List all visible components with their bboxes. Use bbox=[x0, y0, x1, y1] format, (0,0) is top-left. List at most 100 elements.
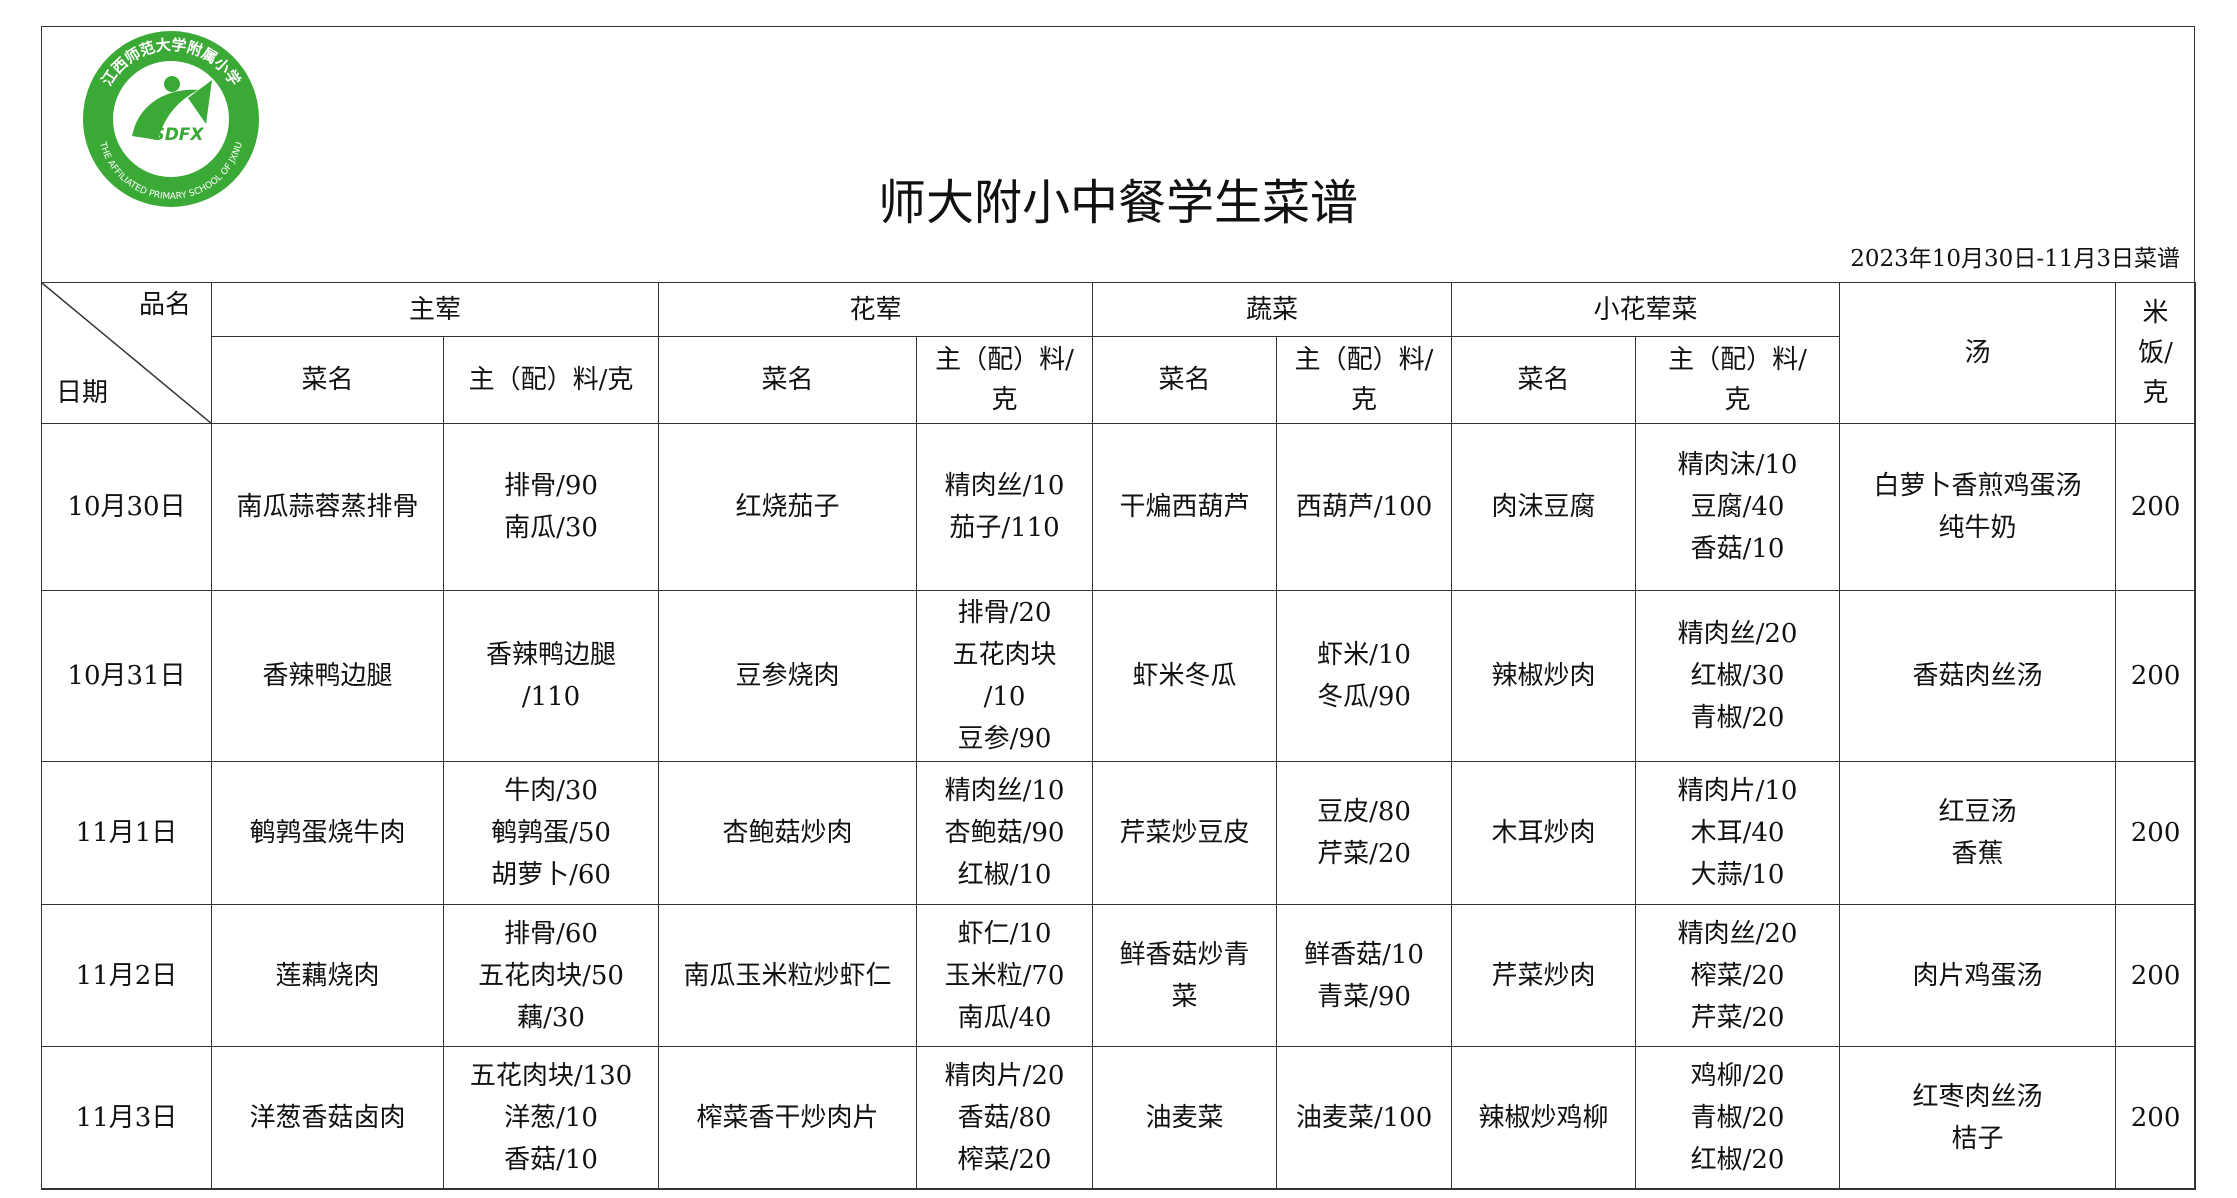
date-cell: 11月1日 bbox=[41, 761, 212, 905]
date-note: 2023年10月30日-11月3日菜谱 bbox=[1850, 246, 2180, 272]
cell-line: 香菇/10 bbox=[504, 1145, 598, 1175]
menu-table: 品名 日期 主荤 花荤 蔬菜 小花荤菜汤米饭/克菜名 主（配）料/克 菜名 主（配）料/克菜名主… bbox=[41, 282, 2197, 1190]
cell-line: 牛肉/30 bbox=[504, 776, 598, 806]
logo-head bbox=[164, 76, 180, 92]
ingredient-cell: 肉片鸡蛋汤 bbox=[1839, 904, 2117, 1047]
cell-line: 洋葱/10 bbox=[504, 1103, 598, 1133]
subheader: 主（配）料/克 bbox=[1635, 336, 1841, 424]
cell-line: 香菇肉丝汤 bbox=[1912, 661, 2043, 691]
rice-cell: 200 bbox=[2115, 1046, 2197, 1190]
cell-line: 辣椒炒肉 bbox=[1491, 661, 1596, 691]
cell-line: 红烧茄子 bbox=[735, 492, 840, 522]
cell-line: 杏鲍菇炒肉 bbox=[722, 818, 853, 848]
cell-line: 虾仁/10 bbox=[957, 918, 1052, 949]
cell-line: 木耳炒肉 bbox=[1491, 818, 1596, 848]
ingredient-cell: 白萝卜香煎鸡蛋汤 纯牛奶 bbox=[1839, 423, 2117, 591]
cell-line: 精肉沫/10 bbox=[1677, 450, 1798, 480]
cell-line: 青椒/20 bbox=[1690, 703, 1785, 733]
dish-cell: 榨菜香干炒肉片 bbox=[658, 1046, 918, 1190]
cell-line: 胡萝卜/60 bbox=[491, 860, 611, 890]
ingredient-cell: 五花肉块/130 洋葱/10 香菇/10 bbox=[442, 1046, 660, 1190]
cell-line: 红椒/10 bbox=[957, 860, 1052, 890]
dish-cell: 芹菜炒肉 bbox=[1451, 904, 1637, 1047]
cell-line: 豆参烧肉 bbox=[735, 661, 840, 691]
cell-line: 肉片鸡蛋汤 bbox=[1912, 960, 2043, 991]
cell-line: 油麦菜 bbox=[1145, 1103, 1224, 1133]
dish-cell: 油麦菜 bbox=[1092, 1046, 1278, 1190]
cell-line: 克 bbox=[1351, 385, 1378, 415]
cell-line: 芹菜炒豆皮 bbox=[1119, 818, 1250, 848]
ingredient-cell: 排骨/60 五花肉块/50 藕/30 bbox=[442, 904, 660, 1047]
dish-cell: 肉沫豆腐 bbox=[1451, 423, 1637, 591]
cell-line: 杏鲍菇/90 bbox=[944, 818, 1065, 848]
ingredient-cell: 精肉片/10 木耳/40 大蒜/10 bbox=[1635, 761, 1841, 905]
cell-line: 排骨/90 bbox=[504, 471, 598, 501]
cell-line: 五花肉块 bbox=[952, 640, 1057, 670]
header-row: 品名 日期 主荤 花荤 蔬菜 小花荤菜汤米饭/克 bbox=[41, 282, 2197, 424]
cell-line: 大蒜/10 bbox=[1690, 860, 1785, 890]
ingredient-cell: 虾仁/10 玉米粒/70 南瓜/40 bbox=[916, 904, 1094, 1047]
subheader: 主（配）料/克 bbox=[916, 336, 1094, 424]
cell-line: 主（配）料/克 bbox=[468, 365, 634, 395]
dish-cell: 芹菜炒豆皮 bbox=[1092, 761, 1278, 905]
cell-line: /10 bbox=[983, 682, 1026, 712]
cell-line: 芹菜炒肉 bbox=[1491, 960, 1596, 991]
cell-line: 五花肉块/130 bbox=[469, 1061, 633, 1091]
rice-cell: 200 bbox=[2115, 904, 2197, 1047]
menu-frame: 江西师范大学附属小学 THE AFFILIATED PRIMARY SCHOOL… bbox=[41, 26, 2197, 1190]
ingredient-cell: 西葫芦/100 bbox=[1276, 423, 1453, 591]
dish-cell: 木耳炒肉 bbox=[1451, 761, 1637, 905]
cell-line: 玉米粒/70 bbox=[944, 960, 1065, 991]
cell-line: 香菇/80 bbox=[957, 1103, 1052, 1133]
cell-line: 南瓜/40 bbox=[957, 1002, 1052, 1033]
cell-line: 红枣肉丝汤 bbox=[1912, 1082, 2043, 1112]
cell-line: 油麦菜/100 bbox=[1295, 1103, 1433, 1133]
cell-line: 香辣鸭边腿 bbox=[262, 661, 393, 691]
date-cell: 11月2日 bbox=[41, 904, 212, 1047]
ingredient-cell: 香菇肉丝汤 bbox=[1839, 590, 2117, 762]
cell-line: 精肉丝/10 bbox=[944, 776, 1065, 806]
dish-cell: 莲藕烧肉 bbox=[211, 904, 444, 1047]
ingredient-cell: 排骨/90 南瓜/30 bbox=[442, 423, 660, 591]
cell-line: 精肉片/20 bbox=[944, 1061, 1065, 1091]
cell-line: 桔子 bbox=[1951, 1124, 2004, 1154]
cell-line: 辣椒炒鸡柳 bbox=[1478, 1103, 1609, 1133]
cell-line: 鹌鹑蛋烧牛肉 bbox=[249, 818, 406, 848]
dish-cell: 鹌鹑蛋烧牛肉 bbox=[211, 761, 444, 905]
group-header: 主荤 bbox=[210, 282, 660, 337]
ingredient-cell: 红豆汤 香蕉 bbox=[1839, 761, 2117, 905]
cell-line: 南瓜蒜蓉蒸排骨 bbox=[236, 492, 419, 522]
menu-row: 10月30日 南瓜蒜蓉蒸排骨 排骨/90 南瓜/30 红烧茄子 精肉丝/10 茄子/110 干… bbox=[41, 423, 2197, 591]
cell-line: 虾米冬瓜 bbox=[1132, 661, 1237, 691]
title: 师大附小中餐学生菜谱 bbox=[877, 175, 1358, 231]
rice-cell: 200 bbox=[2115, 590, 2197, 762]
cell-line: 豆腐/40 bbox=[1690, 492, 1785, 522]
cell-line: 精肉丝/20 bbox=[1677, 619, 1798, 649]
subheader: 菜名 bbox=[211, 336, 444, 424]
dish-cell: 辣椒炒肉 bbox=[1451, 590, 1637, 762]
cell-line: 榨菜/20 bbox=[1690, 960, 1785, 991]
dish-cell: 南瓜玉米粒炒虾仁 bbox=[658, 904, 918, 1047]
rice-cell: 200 bbox=[2115, 761, 2197, 905]
cell-line: 冬瓜/90 bbox=[1317, 682, 1411, 712]
cell-line: 青菜/90 bbox=[1317, 981, 1411, 1012]
cell-line: 青椒/20 bbox=[1690, 1103, 1785, 1133]
dish-cell: 豆参烧肉 bbox=[658, 590, 918, 762]
subheader: 菜名 bbox=[658, 336, 918, 424]
cell-line: 香菇/10 bbox=[1690, 534, 1785, 564]
cell-line: 鹌鹑蛋/50 bbox=[491, 818, 611, 848]
cell-line: 虾米/10 bbox=[1317, 640, 1411, 670]
cell-line: 排骨/20 bbox=[957, 598, 1052, 628]
cell-line: 米 bbox=[2142, 298, 2169, 328]
ingredient-cell: 牛肉/30 鹌鹑蛋/50 胡萝卜/60 bbox=[442, 761, 660, 905]
cell-line: 菜名 bbox=[301, 365, 354, 395]
rice-header: 米饭/克 bbox=[2115, 282, 2197, 424]
subheader-row: 菜名 主（配）料/克 菜名 主（配）料/克 菜名 主（配）料/克 菜名 主（配）料/克 bbox=[42, 336, 2196, 424]
logo-text: SDFX bbox=[152, 125, 204, 145]
corner-bottom: 日期 bbox=[56, 378, 109, 408]
ingredient-cell: 精肉丝/10 茄子/110 bbox=[916, 423, 1094, 591]
dish-cell: 南瓜蒜蓉蒸排骨 bbox=[211, 423, 444, 591]
cell-line: 克 bbox=[991, 385, 1018, 415]
soup-header: 汤 bbox=[1839, 282, 2117, 424]
